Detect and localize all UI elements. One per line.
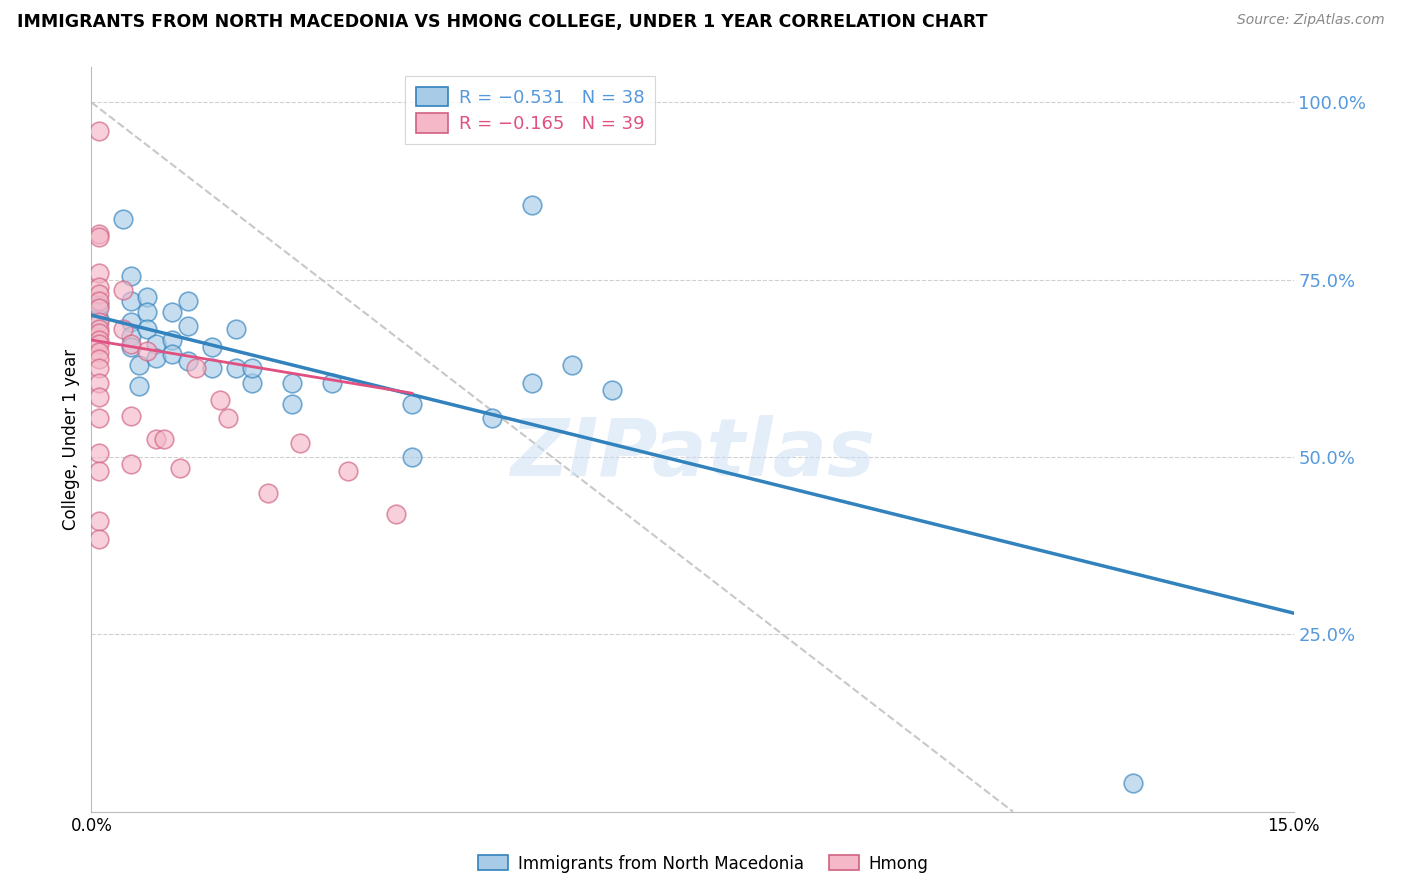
Point — [112, 322, 135, 336]
Point — [121, 269, 143, 284]
Point — [602, 383, 624, 397]
Legend: R = −0.531   N = 38, R = −0.165   N = 39: R = −0.531 N = 38, R = −0.165 N = 39 — [405, 76, 655, 144]
Point — [128, 358, 150, 372]
Point — [89, 390, 111, 404]
Point — [136, 322, 159, 336]
Point — [121, 329, 143, 343]
Point — [121, 340, 143, 354]
Point — [89, 532, 111, 546]
Point — [481, 411, 503, 425]
Point — [184, 361, 207, 376]
Point — [89, 297, 111, 311]
Point — [89, 286, 111, 301]
Point — [112, 212, 135, 227]
Point — [561, 358, 583, 372]
Point — [121, 315, 143, 329]
Point — [201, 361, 224, 376]
Point — [89, 124, 111, 138]
Text: ZIPatlas: ZIPatlas — [510, 415, 875, 493]
Point — [208, 393, 231, 408]
Point — [145, 336, 167, 351]
Point — [176, 293, 198, 308]
Point — [136, 343, 159, 358]
Point — [288, 435, 311, 450]
Point — [89, 280, 111, 294]
Point — [176, 318, 198, 333]
Point — [145, 433, 167, 447]
Point — [336, 464, 359, 478]
Point — [89, 315, 111, 329]
Point — [136, 304, 159, 318]
Point — [89, 464, 111, 478]
Point — [89, 301, 111, 315]
Point — [112, 284, 135, 298]
Point — [256, 485, 278, 500]
Point — [121, 457, 143, 471]
Point — [152, 433, 174, 447]
Point — [1122, 776, 1144, 790]
Point — [89, 266, 111, 280]
Point — [201, 340, 224, 354]
Point — [160, 304, 183, 318]
Point — [281, 397, 304, 411]
Point — [240, 361, 263, 376]
Point — [89, 293, 111, 308]
Point — [89, 352, 111, 367]
Point — [121, 336, 143, 351]
Point — [281, 376, 304, 390]
Point — [121, 409, 143, 423]
Text: Source: ZipAtlas.com: Source: ZipAtlas.com — [1237, 13, 1385, 28]
Point — [136, 290, 159, 304]
Point — [89, 227, 111, 241]
Point — [89, 345, 111, 359]
Legend: Immigrants from North Macedonia, Hmong: Immigrants from North Macedonia, Hmong — [471, 848, 935, 880]
Point — [401, 450, 423, 464]
Point — [89, 333, 111, 347]
Point — [217, 411, 239, 425]
Point — [176, 354, 198, 368]
Point — [89, 411, 111, 425]
Point — [225, 361, 247, 376]
Point — [225, 322, 247, 336]
Point — [89, 336, 111, 351]
Point — [121, 293, 143, 308]
Point — [89, 376, 111, 390]
Point — [128, 379, 150, 393]
Point — [89, 326, 111, 340]
Point — [522, 198, 544, 212]
Point — [522, 376, 544, 390]
Point — [89, 514, 111, 528]
Point — [160, 333, 183, 347]
Point — [321, 376, 343, 390]
Point — [89, 230, 111, 244]
Point — [89, 446, 111, 460]
Point — [89, 311, 111, 326]
Text: IMMIGRANTS FROM NORTH MACEDONIA VS HMONG COLLEGE, UNDER 1 YEAR CORRELATION CHART: IMMIGRANTS FROM NORTH MACEDONIA VS HMONG… — [17, 13, 987, 31]
Y-axis label: College, Under 1 year: College, Under 1 year — [62, 349, 80, 530]
Point — [385, 507, 408, 521]
Point — [240, 376, 263, 390]
Point — [401, 397, 423, 411]
Point — [160, 347, 183, 361]
Point — [89, 322, 111, 336]
Point — [145, 351, 167, 365]
Point — [169, 460, 191, 475]
Point — [89, 361, 111, 376]
